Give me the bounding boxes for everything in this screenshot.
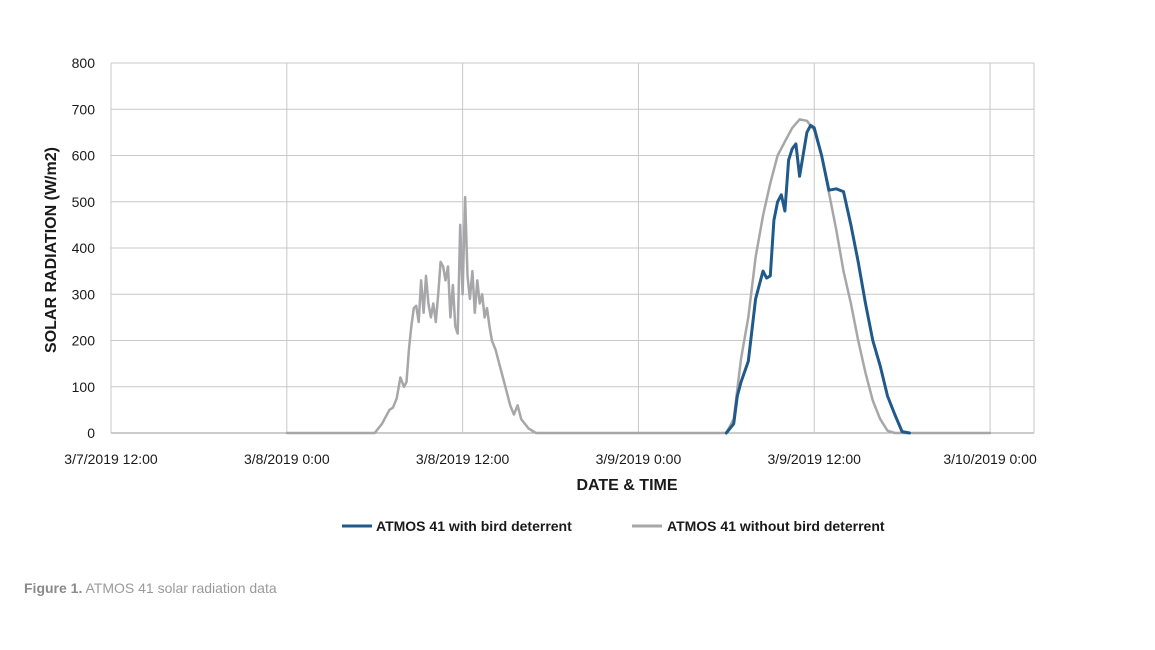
legend-label-without-deterrent: ATMOS 41 without bird deterrent — [667, 518, 885, 534]
series-line-with-deterrent — [724, 123, 911, 435]
y-tick-label: 700 — [72, 101, 96, 117]
x-tick-label: 3/8/2019 0:00 — [244, 451, 330, 467]
figure-caption-label: Figure 1. — [24, 580, 83, 596]
legend-label-with-deterrent: ATMOS 41 with bird deterrent — [376, 518, 572, 534]
legend: ATMOS 41 with bird deterrent ATMOS 41 wi… — [342, 518, 885, 534]
x-tick-label: 3/9/2019 12:00 — [768, 451, 862, 467]
y-tick-label: 100 — [72, 379, 96, 395]
series-line-without-deterrent — [285, 118, 992, 435]
figure-caption-text: ATMOS 41 solar radiation data — [82, 580, 277, 596]
x-axis-title: DATE & TIME — [576, 477, 677, 494]
series-lines — [285, 118, 992, 435]
figure-caption: Figure 1. ATMOS 41 solar radiation data — [24, 580, 277, 596]
x-tick-label: 3/10/2019 0:00 — [943, 451, 1037, 467]
gridlines — [110, 62, 1035, 434]
y-tick-label: 500 — [72, 194, 96, 210]
x-tick-label: 3/9/2019 0:00 — [596, 451, 682, 467]
y-tick-label: 200 — [72, 333, 96, 349]
y-tick-label: 800 — [72, 55, 96, 71]
y-tick-label: 0 — [87, 425, 95, 441]
x-tick-label: 3/7/2019 12:00 — [64, 451, 158, 467]
y-tick-label: 300 — [72, 286, 96, 302]
x-tick-label: 3/8/2019 12:00 — [416, 451, 510, 467]
y-tick-label: 400 — [72, 240, 96, 256]
y-axis-title: SOLAR RADIATION (W/m2) — [43, 147, 60, 353]
tick-labels: 0 100 200 300 400 500 600 700 800 3/7/2019 12:00 3… — [64, 55, 1037, 467]
y-tick-label: 600 — [72, 148, 96, 164]
